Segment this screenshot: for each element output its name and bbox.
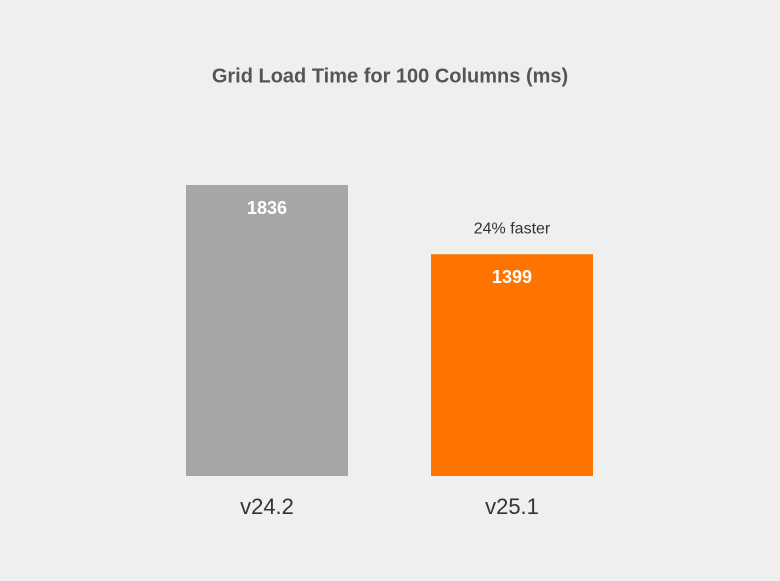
bar <box>431 254 593 476</box>
data-label: 1836 <box>247 198 287 218</box>
bar <box>186 185 348 476</box>
chart-title: Grid Load Time for 100 Columns (ms) <box>212 65 568 87</box>
x-tick-label: v24.2 <box>240 494 294 519</box>
x-tick-label: v25.1 <box>485 494 539 519</box>
data-label: 1399 <box>492 267 532 287</box>
annotation: 24% faster <box>474 220 551 237</box>
